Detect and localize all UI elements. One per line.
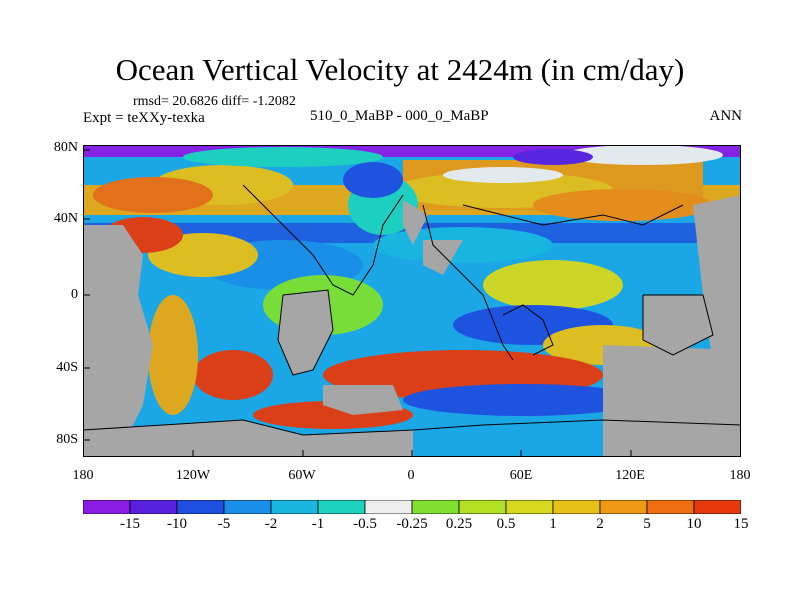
lat-tick-label: 40N	[53, 211, 78, 226]
colorbar-label: -15	[120, 516, 140, 532]
lon-tick-label: 60E	[509, 468, 533, 483]
plot-title: Ocean Vertical Velocity at 2424m (in cm/…	[115, 52, 685, 87]
colorbar-label: 1	[549, 516, 557, 532]
colorbar-swatch	[129, 500, 178, 514]
lon-tick-label: 180	[729, 468, 751, 483]
colorbar-swatch	[646, 500, 695, 514]
colorbar-swatch	[411, 500, 460, 514]
cases-label: 510_0_MaBP - 000_0_MaBP	[310, 108, 489, 124]
colorbar	[83, 500, 741, 514]
colorbar-label: 10	[686, 516, 702, 532]
lat-tick-label: 80N	[53, 140, 78, 155]
season-label: ANN	[709, 108, 743, 124]
stats-label: rmsd= 20.6826 diff= -1.2082	[133, 94, 296, 109]
colorbar-swatch	[83, 500, 131, 514]
experiment-label: Expt = teXXy-texka	[83, 110, 205, 126]
map-tick-marks	[83, 149, 632, 457]
colorbar-label: 2	[596, 516, 604, 532]
lon-tick-label: 0	[407, 468, 415, 483]
colorbar-label: 0.5	[496, 516, 516, 532]
colorbar-label: -2	[264, 516, 278, 532]
colorbar-label: -1	[311, 516, 325, 532]
colorbar-swatch	[270, 500, 319, 514]
colorbar-swatch	[458, 500, 507, 514]
colorbar-label: -5	[217, 516, 231, 532]
colorbar-label: 15	[733, 516, 749, 532]
colorbar-label: 5	[643, 516, 651, 532]
lon-tick-label: 120W	[175, 468, 211, 483]
colorbar-label: -0.25	[396, 516, 428, 532]
lat-tick-label: 80S	[56, 432, 78, 447]
colorbar-swatch	[693, 500, 741, 514]
ocean-velocity-map	[83, 145, 741, 457]
colorbar-label: 0.25	[445, 516, 473, 532]
colorbar-label: -0.5	[353, 516, 377, 532]
colorbar-label: -10	[167, 516, 187, 532]
colorbar-swatch	[317, 500, 366, 514]
lat-tick-label: 0	[71, 287, 78, 302]
colorbar-swatch	[364, 500, 413, 514]
land-masses	[83, 195, 741, 457]
lat-tick-label: 40S	[56, 360, 78, 375]
colorbar-swatch	[552, 500, 601, 514]
coastlines	[83, 184, 741, 436]
lon-tick-label: 120E	[615, 468, 645, 483]
colorbar-swatch	[176, 500, 225, 514]
colorbar-swatch	[599, 500, 648, 514]
colorbar-swatch	[505, 500, 554, 514]
lon-tick-label: 180	[72, 468, 94, 483]
colorbar-swatch	[223, 500, 272, 514]
lon-tick-label: 60W	[288, 468, 316, 483]
